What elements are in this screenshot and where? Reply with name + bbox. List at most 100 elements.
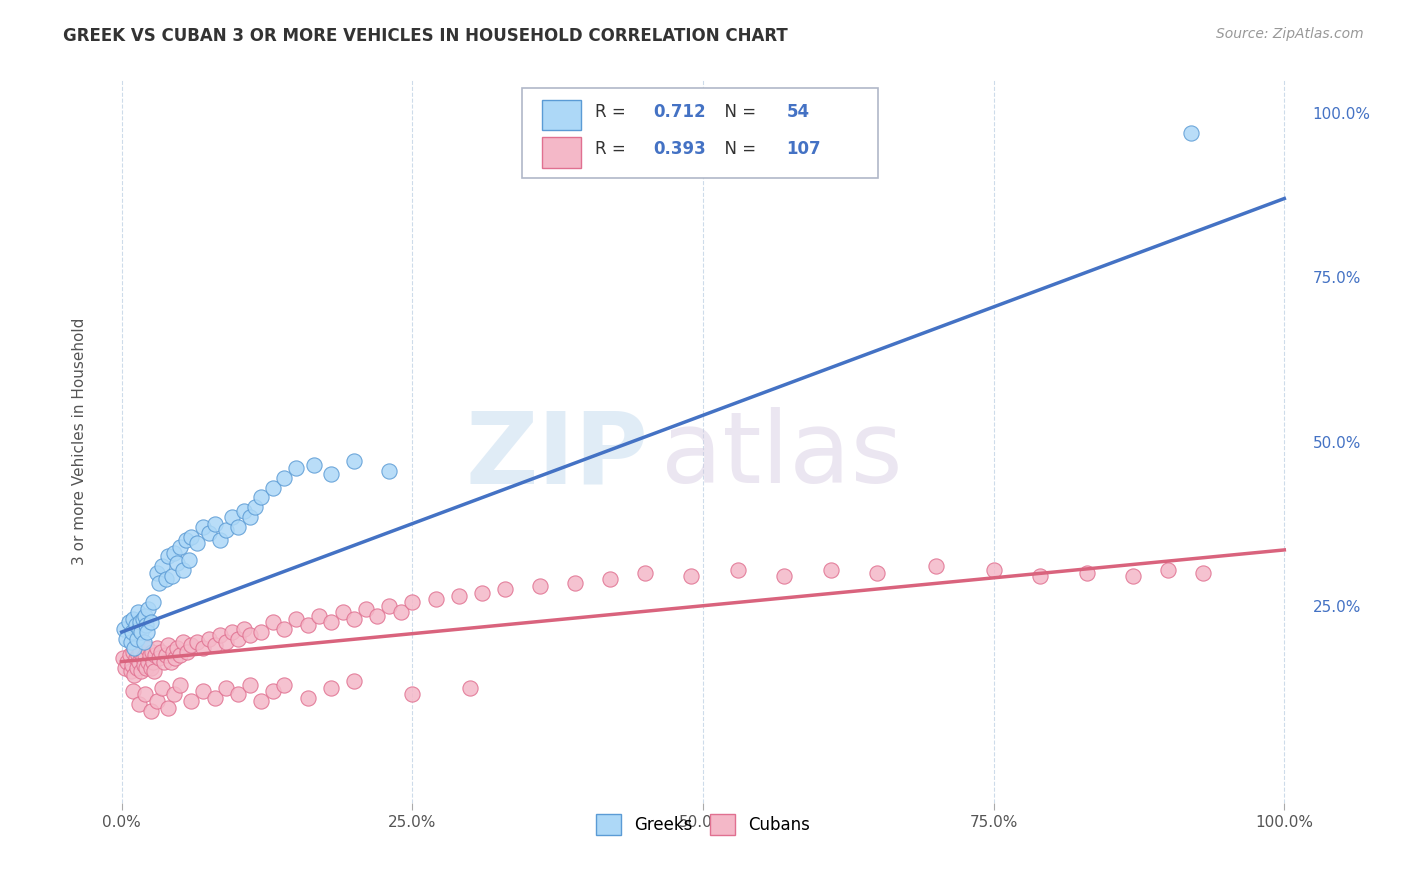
Point — [297, 618, 319, 632]
Point — [148, 651, 170, 665]
FancyBboxPatch shape — [543, 100, 581, 130]
Point — [162, 645, 184, 659]
Point — [273, 622, 295, 636]
Point — [191, 641, 214, 656]
Point — [389, 605, 412, 619]
Point — [239, 510, 262, 524]
Point — [232, 622, 254, 636]
Point — [120, 665, 142, 679]
Point — [180, 638, 202, 652]
Point — [136, 625, 159, 640]
Point — [118, 648, 141, 662]
Text: N =: N = — [714, 103, 761, 120]
Point — [239, 677, 262, 691]
Point — [163, 546, 186, 560]
Point — [215, 523, 238, 537]
Point — [117, 655, 139, 669]
Point — [180, 694, 202, 708]
Text: ZIP: ZIP — [465, 408, 648, 505]
Point — [319, 681, 342, 695]
Point — [148, 575, 170, 590]
Point — [471, 585, 494, 599]
Point — [204, 638, 226, 652]
Point — [366, 608, 388, 623]
Point — [332, 605, 354, 619]
Point — [262, 615, 284, 630]
Point — [319, 467, 342, 482]
Point — [262, 684, 284, 698]
Point — [122, 645, 145, 659]
Point — [124, 667, 146, 681]
Point — [111, 651, 134, 665]
Point — [179, 553, 201, 567]
Y-axis label: 3 or more Vehicles in Household: 3 or more Vehicles in Household — [72, 318, 87, 566]
Text: R =: R = — [595, 140, 631, 158]
Point — [1157, 563, 1180, 577]
Text: 0.712: 0.712 — [654, 103, 706, 120]
Point — [273, 471, 295, 485]
Point — [529, 579, 551, 593]
Point — [122, 612, 145, 626]
Point — [131, 612, 153, 626]
Point — [157, 638, 180, 652]
Point — [129, 615, 152, 630]
Point — [221, 625, 243, 640]
Point — [983, 563, 1005, 577]
Point — [209, 628, 232, 642]
Point — [152, 655, 174, 669]
Point — [141, 645, 163, 659]
Point — [226, 687, 249, 701]
Point — [138, 602, 160, 616]
Point — [262, 481, 284, 495]
Point — [1180, 126, 1202, 140]
Point — [174, 533, 197, 547]
Point — [245, 500, 267, 515]
Text: atlas: atlas — [661, 408, 903, 505]
Point — [134, 608, 156, 623]
Point — [215, 681, 238, 695]
Point — [139, 615, 162, 630]
Point — [186, 635, 208, 649]
Point — [128, 622, 150, 636]
Point — [128, 698, 150, 712]
Point — [122, 684, 145, 698]
Point — [191, 520, 214, 534]
Point — [727, 563, 749, 577]
Point — [169, 648, 191, 662]
Point — [564, 575, 586, 590]
Point — [232, 503, 254, 517]
Point — [150, 559, 173, 574]
Point — [127, 648, 149, 662]
Point — [125, 661, 148, 675]
Point — [165, 651, 187, 665]
Point — [1076, 566, 1098, 580]
Point — [634, 566, 657, 580]
Point — [599, 573, 621, 587]
Point — [172, 563, 194, 577]
Point — [773, 569, 796, 583]
Point — [138, 655, 160, 669]
Point — [924, 559, 946, 574]
Point — [163, 687, 186, 701]
Point — [157, 700, 180, 714]
Point — [401, 687, 423, 701]
Point — [180, 530, 202, 544]
Point — [145, 566, 167, 580]
Text: R =: R = — [595, 103, 631, 120]
Point — [127, 605, 149, 619]
Point — [124, 651, 146, 665]
Point — [401, 595, 423, 609]
Point — [159, 655, 181, 669]
Text: N =: N = — [714, 140, 761, 158]
Point — [460, 681, 482, 695]
Point — [239, 628, 262, 642]
Point — [494, 582, 516, 597]
Point — [204, 516, 226, 531]
Point — [198, 632, 221, 646]
Point — [145, 694, 167, 708]
Point — [354, 602, 377, 616]
Point — [155, 573, 177, 587]
Point — [226, 632, 249, 646]
Point — [128, 655, 150, 669]
Point — [142, 595, 165, 609]
